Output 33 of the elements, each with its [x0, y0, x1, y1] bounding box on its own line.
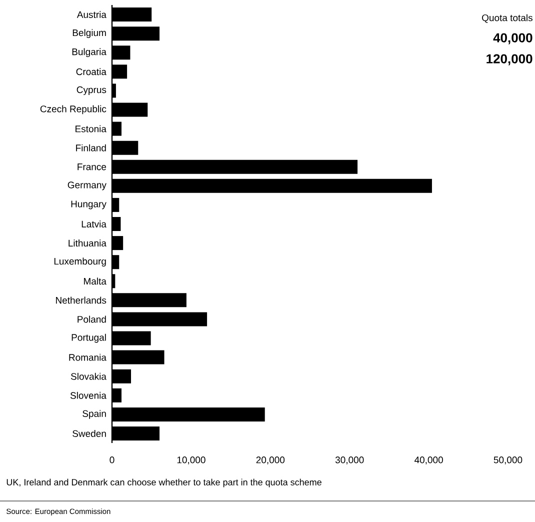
- y-tick-label: Portugal: [72, 334, 106, 343]
- y-tick-label: Latvia: [82, 220, 106, 228]
- x-tick-label: 30,000: [335, 456, 364, 464]
- y-tick-label: Slovakia: [71, 372, 106, 380]
- y-tick-label: Romania: [69, 354, 106, 361]
- y-tick-label: Slovenia: [70, 392, 106, 399]
- y-tick-label: Poland: [78, 316, 106, 323]
- y-tick-label: France: [78, 164, 106, 170]
- y-tick-label: Finland: [76, 144, 106, 152]
- y-tick-label: Malta: [84, 278, 106, 285]
- y-tick-label: Germany: [68, 182, 106, 190]
- y-tick-label: Estonia: [76, 125, 106, 132]
- y-tick-label: Sweden: [72, 430, 106, 437]
- annotation: 40,000: [493, 33, 532, 44]
- y-tick-label: Czech Republic: [40, 105, 106, 114]
- y-tick-label: Bulgaria: [72, 48, 106, 58]
- annotation: 120,000: [486, 54, 532, 66]
- x-tick-label: 40,000: [414, 456, 443, 464]
- y-tick-label: Cyprus: [76, 86, 106, 96]
- y-tick-label: Spain: [82, 410, 106, 419]
- x-tick-label: 0: [110, 456, 114, 464]
- y-tick-label: Belgium: [72, 29, 106, 38]
- y-tick-label: Croatia: [76, 68, 106, 76]
- y-tick-label: Austria: [76, 11, 106, 18]
- x-tick-label: 20,000: [256, 456, 285, 464]
- text: UK, Ireland and Denmark can choose whether to take part in the quota scheme: [6, 478, 322, 488]
- y-tick-label: Hungary: [71, 200, 106, 210]
- y-tick-label: Netherlands: [56, 296, 106, 304]
- y-tick-label: Luxembourg: [54, 258, 106, 267]
- annotation: Quota totals: [482, 14, 532, 23]
- y-tick-label: Lithuania: [68, 240, 106, 247]
- x-tick-label: 10,000: [177, 456, 206, 464]
- x-tick-label: 50,000: [494, 456, 522, 464]
